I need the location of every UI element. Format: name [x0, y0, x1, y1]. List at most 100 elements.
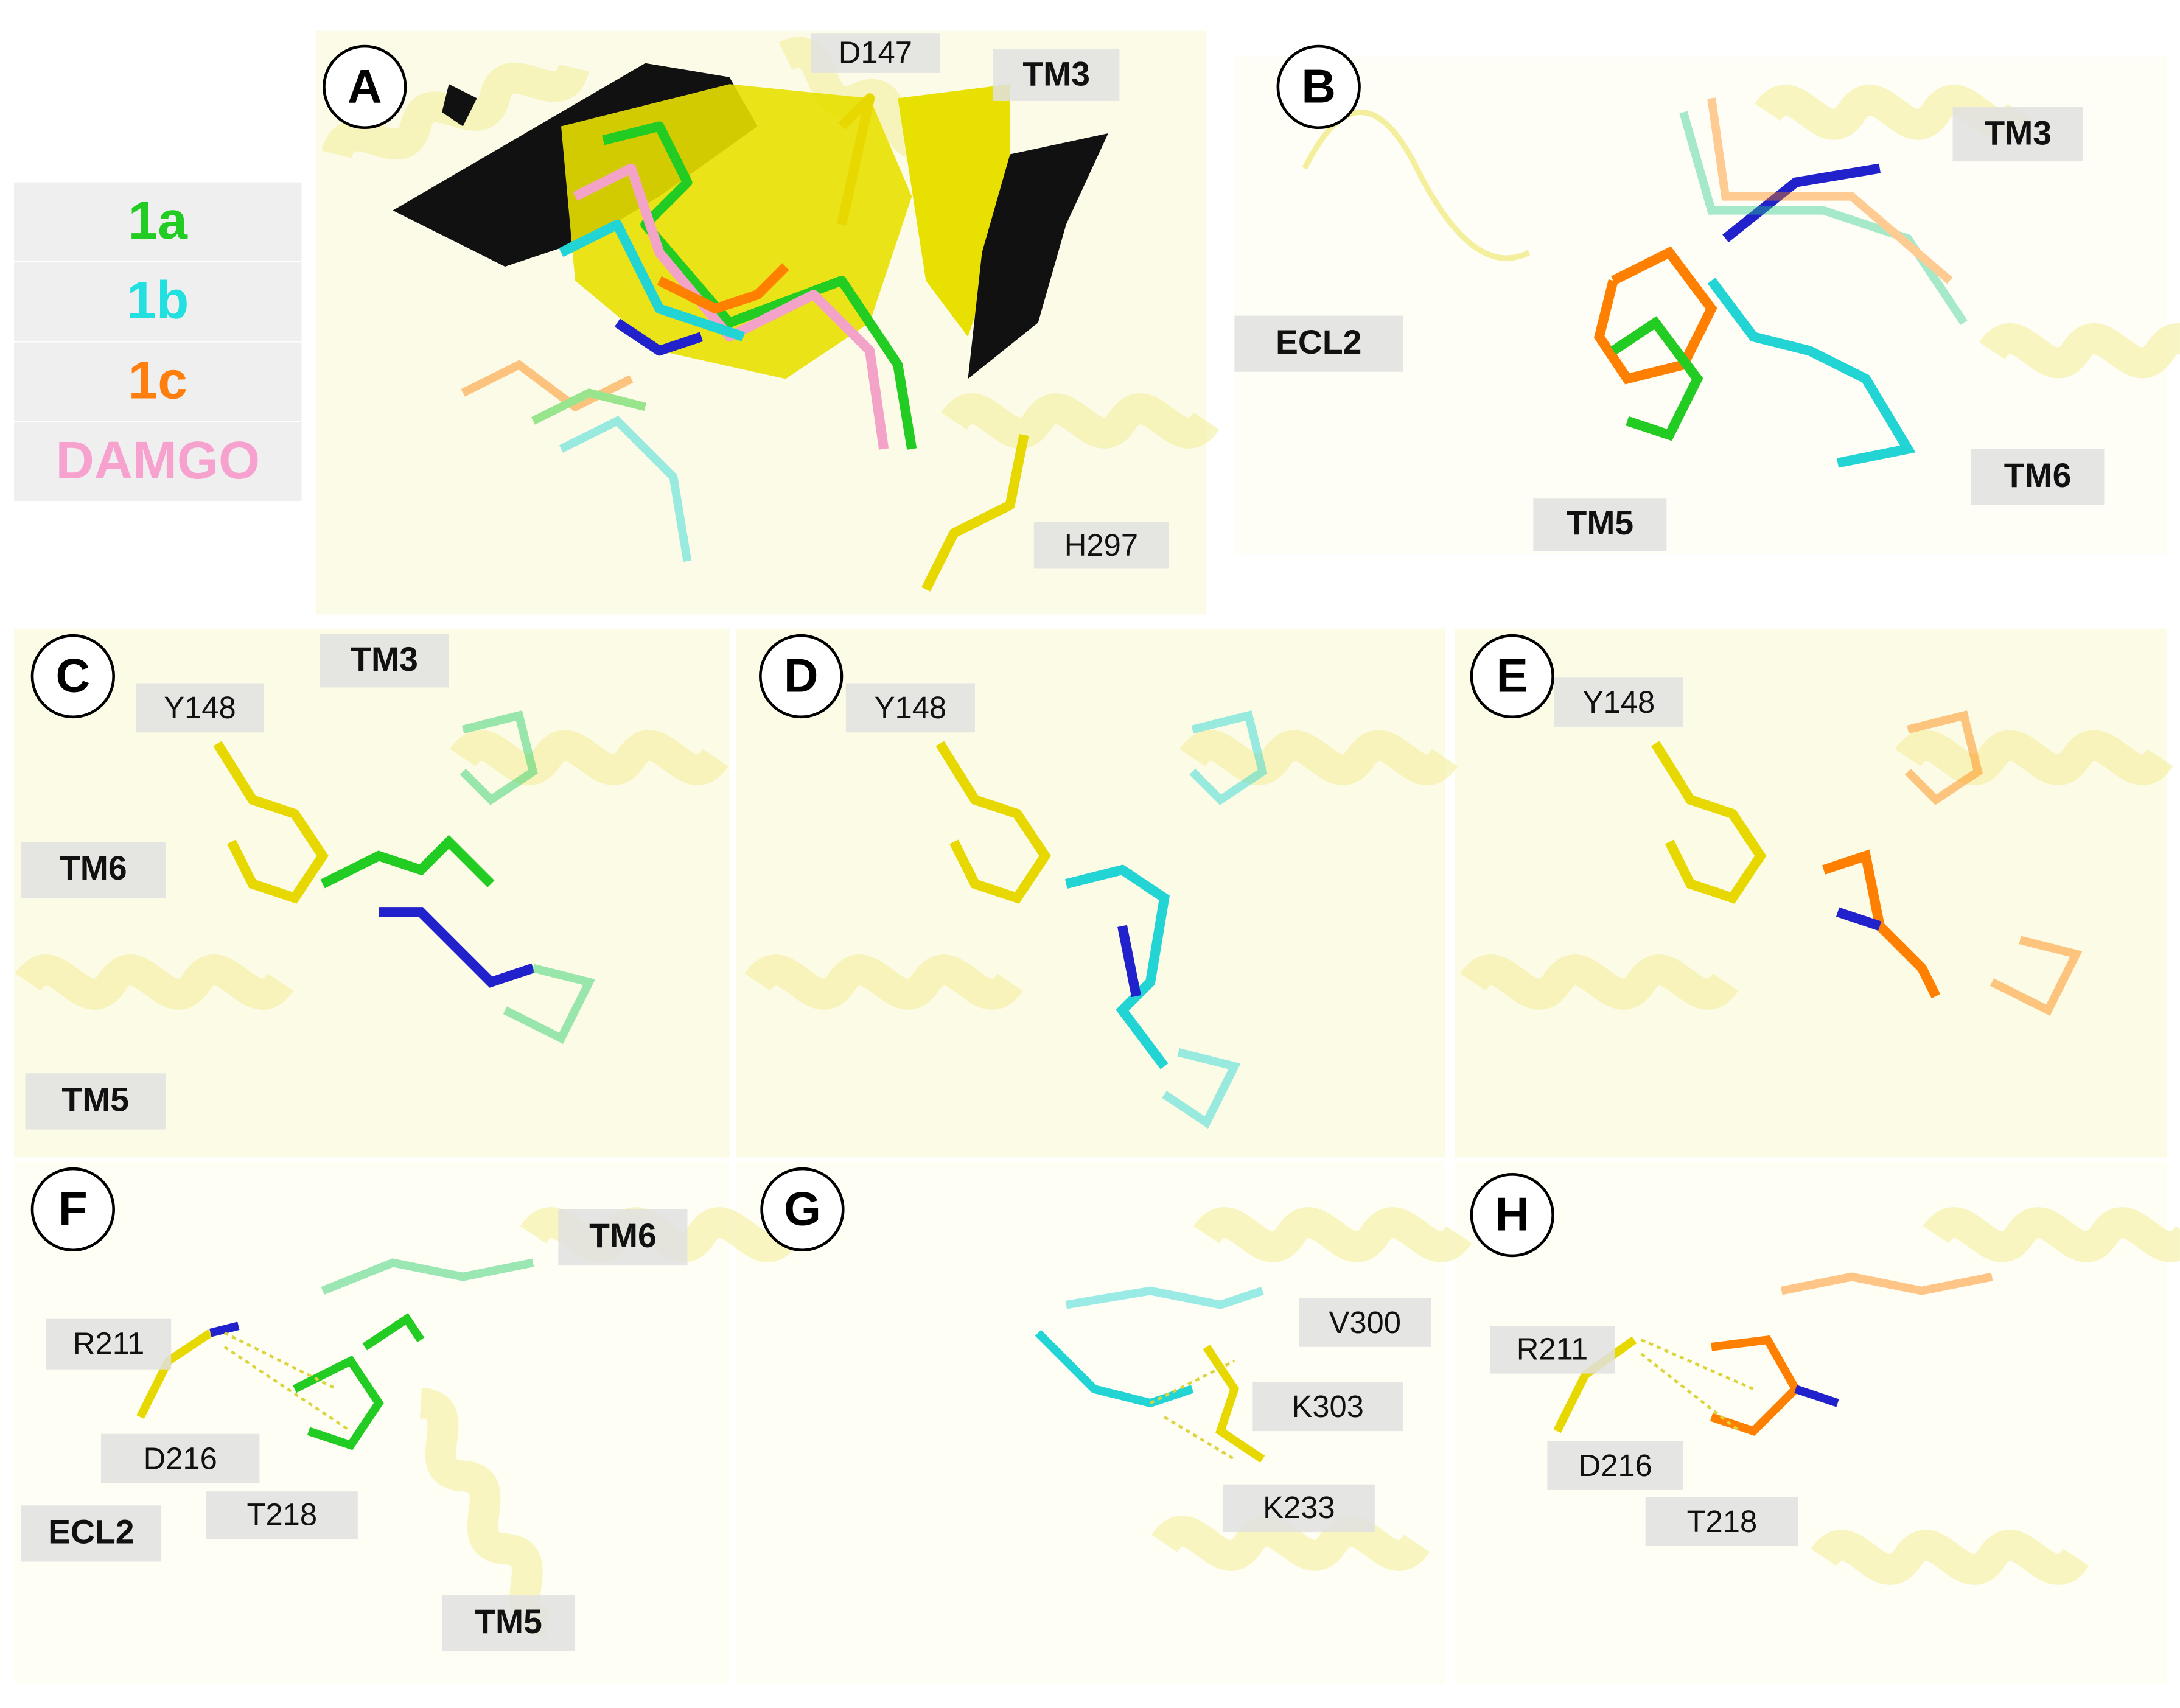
art-shape — [223, 1331, 338, 1391]
residue-label: Y148 — [845, 683, 975, 733]
legend-item: 1c — [14, 342, 302, 421]
helix-label: TM6 — [558, 1209, 688, 1266]
surface-edge — [968, 133, 1108, 379]
art-shape — [1640, 1353, 1741, 1432]
art-shape — [1707, 278, 1916, 468]
art-shape — [1824, 1545, 2077, 1570]
art-shape — [1936, 1222, 2180, 1247]
art-shape — [1904, 710, 1983, 805]
residue-label: Y148 — [1554, 677, 1683, 727]
residue-label: K303 — [1252, 1382, 1403, 1432]
art-shape — [935, 741, 1051, 904]
art-shape — [1206, 1222, 1459, 1247]
faded-ligands — [459, 710, 2083, 1129]
art-shape — [1189, 710, 1268, 805]
art-shape — [1651, 741, 1767, 904]
art-shape — [463, 746, 716, 770]
art-shape — [1473, 970, 1725, 995]
art-shape — [209, 1321, 240, 1337]
legend-item: 1a — [14, 182, 302, 261]
art-shape — [1707, 97, 1953, 284]
panel-label: E — [1470, 634, 1554, 719]
residue-label: D216 — [1547, 1441, 1683, 1490]
legend-item: 1b — [14, 262, 302, 341]
contacts — [223, 1331, 1755, 1461]
panels-cde-bg — [14, 628, 2168, 1158]
art-shape — [837, 93, 875, 226]
helix-label: TM3 — [320, 634, 449, 688]
art-shape — [1064, 864, 1170, 1069]
art-shape — [921, 433, 1029, 592]
art-shape — [1553, 1336, 1637, 1433]
art-shape — [362, 1313, 425, 1351]
panel-label: D — [759, 634, 844, 719]
residue-label: T218 — [206, 1491, 358, 1539]
art-shape — [1640, 1339, 1755, 1391]
art-shape — [758, 970, 1010, 995]
art-shape — [1065, 1286, 1264, 1309]
helix-label: TM6 — [1971, 449, 2105, 505]
art-shape — [614, 318, 704, 356]
art-shape — [1908, 746, 2161, 770]
art-shape — [459, 710, 538, 805]
art-shape — [1679, 111, 1968, 325]
art-shape — [531, 388, 646, 425]
art-shape — [1710, 1335, 1801, 1437]
art-shape — [213, 741, 329, 904]
panel-label: A — [323, 44, 407, 130]
art-shape — [657, 263, 789, 314]
faded-ligands — [461, 360, 692, 562]
ligands — [1594, 163, 1916, 468]
art-shape — [223, 1345, 352, 1433]
residue-label: R211 — [1489, 1326, 1615, 1374]
art-shape — [1192, 746, 1445, 770]
art-shape — [559, 416, 692, 562]
art-shape — [320, 835, 495, 889]
art-shape — [559, 219, 746, 341]
art-shape — [503, 964, 596, 1044]
legend-item: DAMGO — [14, 422, 302, 501]
ligands — [559, 93, 1029, 592]
art-shape — [28, 970, 281, 995]
art-shape — [1992, 338, 2180, 363]
helix-label: TM5 — [25, 1073, 166, 1130]
art-shape — [1455, 1161, 2168, 1684]
helix-label: TM5 — [442, 1595, 576, 1651]
residue-label: H297 — [1033, 522, 1169, 569]
art-shape — [1722, 163, 1881, 243]
panel-label: G — [760, 1167, 845, 1252]
residue-label: D216 — [100, 1433, 260, 1483]
loop-label: ECL2 — [1234, 315, 1403, 372]
art-shape — [1836, 907, 1882, 931]
residue-label: Y148 — [136, 683, 264, 733]
residue-label: K233 — [1223, 1484, 1375, 1533]
loop-label: ECL2 — [21, 1505, 162, 1562]
residue-label: R211 — [46, 1318, 172, 1370]
residue-label: T218 — [1645, 1497, 1799, 1547]
art-shape — [1610, 316, 1703, 441]
art-shape — [1117, 925, 1141, 998]
panel-label: C — [30, 634, 116, 719]
helix-label: TM5 — [1533, 498, 1667, 551]
ligands — [213, 741, 1941, 1069]
residue-label: V300 — [1299, 1298, 1431, 1347]
art-shape — [954, 409, 1206, 433]
art-shape — [602, 121, 917, 450]
art-shape — [736, 628, 1445, 1158]
art-shape — [379, 907, 535, 988]
faded-ligands — [1679, 97, 1968, 325]
art-shape — [1150, 1359, 1235, 1405]
art-shape — [1794, 1385, 1839, 1407]
panel-label: H — [1470, 1172, 1554, 1258]
panel-label: F — [30, 1167, 116, 1252]
helix-label: TM3 — [1952, 107, 2083, 162]
art-shape — [1035, 1329, 1194, 1408]
helix-label: TM6 — [21, 842, 166, 898]
panel-label: B — [1276, 44, 1361, 130]
art-shape — [1163, 1416, 1235, 1461]
art-shape — [1162, 1048, 1241, 1129]
art-shape — [1990, 936, 2083, 1016]
